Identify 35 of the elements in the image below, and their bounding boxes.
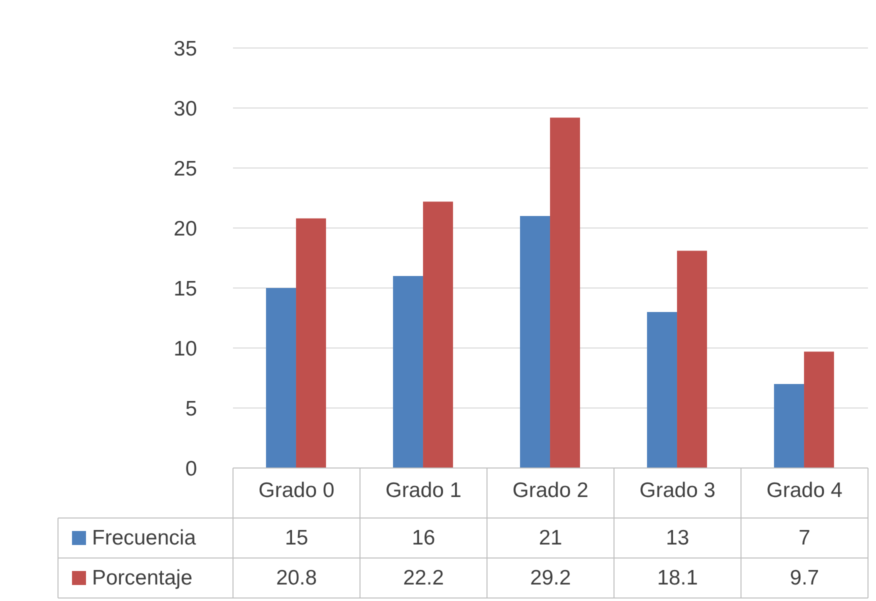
data-label: 9.7: [790, 566, 820, 590]
x-tick-label: Grado 2: [512, 478, 588, 502]
bar: [393, 276, 424, 468]
x-tick-label: Grado 4: [766, 478, 843, 502]
legend-label: Frecuencia: [92, 526, 196, 550]
data-label: 22.2: [403, 566, 444, 590]
bar: [774, 384, 804, 468]
data-label: 13: [666, 526, 690, 550]
bar: [520, 216, 550, 468]
y-tick-label: 15: [174, 277, 197, 300]
data-label: 18.1: [657, 566, 698, 590]
y-tick-label: 0: [185, 457, 197, 480]
x-tick-label: Grado 1: [386, 478, 462, 502]
x-tick-label: Grado 3: [640, 478, 716, 502]
y-tick-label: 25: [174, 157, 197, 180]
y-tick-label: 20: [174, 217, 197, 240]
bar: [423, 202, 454, 468]
y-tick-label: 30: [174, 97, 197, 120]
bar: [677, 250, 708, 468]
data-label: 20.8: [276, 566, 317, 590]
y-tick-label: 35: [174, 37, 197, 60]
data-label: 29.2: [530, 566, 571, 590]
bar: [296, 218, 326, 468]
bar: [550, 118, 580, 468]
bar: [804, 352, 834, 468]
data-label: 15: [284, 526, 308, 550]
legend-label: Porcentaje: [92, 566, 192, 590]
y-tick-label: 5: [185, 397, 197, 420]
data-label: 7: [798, 526, 810, 550]
data-label: 16: [412, 526, 436, 550]
y-tick-label: 10: [174, 337, 197, 360]
bar: [266, 288, 296, 468]
x-tick-label: Grado 0: [258, 478, 334, 502]
bar: [647, 312, 678, 468]
data-label: 21: [538, 526, 562, 550]
